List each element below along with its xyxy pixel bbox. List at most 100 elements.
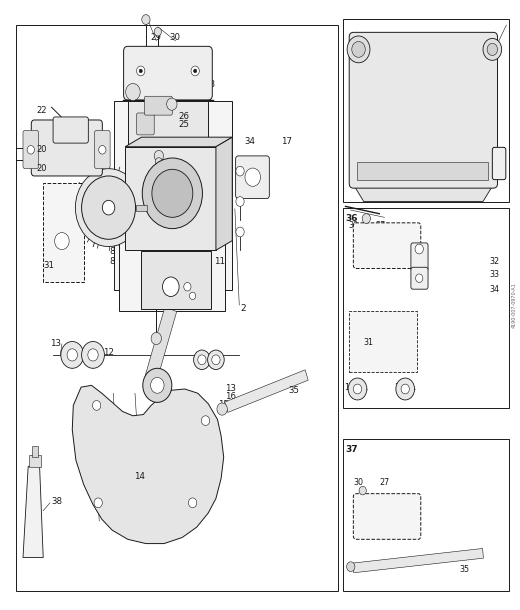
Text: 4190-007-0970-A1: 4190-007-0970-A1 — [512, 282, 517, 328]
Circle shape — [193, 69, 197, 73]
Circle shape — [188, 498, 197, 508]
Text: 5: 5 — [199, 153, 205, 162]
Circle shape — [99, 146, 106, 154]
Circle shape — [143, 368, 172, 403]
Circle shape — [212, 355, 220, 365]
Circle shape — [217, 403, 227, 415]
Circle shape — [415, 244, 423, 254]
FancyBboxPatch shape — [411, 243, 428, 271]
Text: 2: 2 — [241, 304, 246, 312]
Circle shape — [354, 384, 361, 394]
Text: 23: 23 — [137, 122, 148, 131]
Text: 13: 13 — [345, 382, 355, 392]
Circle shape — [139, 69, 142, 73]
Circle shape — [236, 167, 244, 176]
FancyBboxPatch shape — [95, 131, 110, 169]
Text: 28: 28 — [204, 80, 215, 89]
Text: 37: 37 — [346, 445, 358, 454]
Text: 12: 12 — [103, 348, 114, 357]
Circle shape — [154, 27, 162, 36]
Text: 29: 29 — [150, 33, 161, 41]
Polygon shape — [72, 386, 224, 544]
Circle shape — [207, 350, 224, 370]
Text: 36: 36 — [346, 214, 358, 223]
Text: 13: 13 — [50, 339, 61, 348]
Circle shape — [152, 170, 193, 217]
Polygon shape — [353, 548, 484, 573]
Bar — [343, 19, 509, 201]
Circle shape — [93, 401, 101, 411]
Text: 7: 7 — [90, 240, 95, 249]
Text: 16: 16 — [225, 392, 236, 401]
FancyBboxPatch shape — [137, 113, 154, 135]
Text: 10: 10 — [177, 284, 188, 292]
Text: 30: 30 — [348, 221, 358, 231]
Text: 30: 30 — [169, 33, 180, 41]
Text: 13: 13 — [394, 382, 404, 392]
Circle shape — [102, 200, 115, 215]
Circle shape — [415, 274, 423, 282]
Text: 14: 14 — [135, 472, 146, 481]
Text: 17: 17 — [281, 137, 292, 146]
Text: 19: 19 — [135, 195, 145, 204]
Text: 25: 25 — [178, 120, 189, 129]
Text: 32: 32 — [489, 257, 499, 266]
Text: 27: 27 — [375, 221, 385, 231]
Circle shape — [94, 498, 102, 508]
Circle shape — [359, 486, 366, 495]
Text: 8: 8 — [110, 247, 115, 256]
Circle shape — [142, 158, 202, 229]
Text: 22: 22 — [36, 106, 46, 115]
Polygon shape — [216, 137, 232, 250]
Circle shape — [55, 232, 69, 249]
Circle shape — [193, 350, 210, 370]
Polygon shape — [43, 183, 92, 282]
Circle shape — [137, 66, 145, 76]
Circle shape — [88, 349, 98, 361]
Circle shape — [487, 43, 498, 56]
FancyBboxPatch shape — [236, 156, 269, 198]
Text: 20: 20 — [36, 145, 46, 154]
Text: 34: 34 — [244, 137, 255, 146]
Text: 6: 6 — [128, 162, 134, 171]
Circle shape — [396, 378, 414, 400]
Text: 24: 24 — [145, 109, 156, 118]
FancyBboxPatch shape — [349, 32, 498, 188]
Bar — [32, 445, 38, 456]
Text: 15: 15 — [218, 400, 229, 409]
FancyBboxPatch shape — [53, 117, 88, 143]
Text: 31: 31 — [363, 338, 374, 347]
FancyBboxPatch shape — [492, 148, 506, 179]
Circle shape — [151, 332, 162, 345]
FancyBboxPatch shape — [31, 120, 102, 176]
Bar — [136, 204, 147, 210]
Text: 35: 35 — [460, 565, 470, 574]
Bar — [114, 101, 232, 290]
Text: 8: 8 — [110, 257, 115, 266]
Circle shape — [236, 196, 244, 206]
Circle shape — [166, 98, 177, 110]
Circle shape — [362, 214, 370, 223]
Bar — [119, 229, 225, 311]
FancyBboxPatch shape — [23, 131, 38, 169]
Bar — [343, 207, 509, 409]
FancyBboxPatch shape — [145, 96, 172, 115]
Text: 32: 32 — [415, 68, 426, 77]
FancyBboxPatch shape — [411, 267, 428, 289]
Polygon shape — [125, 137, 232, 147]
Bar — [357, 162, 488, 180]
Circle shape — [189, 292, 196, 300]
Bar — [16, 25, 338, 591]
Text: 30: 30 — [354, 478, 363, 487]
Polygon shape — [354, 184, 493, 201]
Text: 3: 3 — [155, 267, 161, 276]
Text: 1: 1 — [488, 60, 495, 70]
Text: 11: 11 — [214, 257, 225, 266]
Bar — [349, 311, 417, 372]
Circle shape — [61, 342, 84, 368]
Circle shape — [483, 38, 502, 60]
FancyBboxPatch shape — [354, 493, 421, 539]
Text: 4: 4 — [188, 162, 194, 171]
Text: 38: 38 — [51, 497, 62, 506]
Circle shape — [151, 378, 164, 393]
